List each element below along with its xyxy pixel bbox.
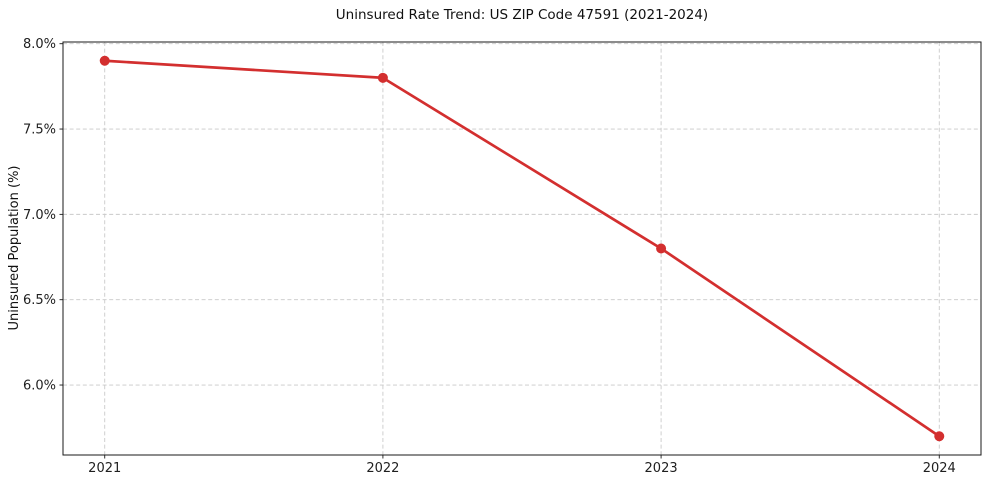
trend-line <box>103 59 941 438</box>
data-point-2023 <box>656 243 667 254</box>
data-point-2024 <box>934 431 945 442</box>
data-point-2021 <box>99 55 110 66</box>
y-tick-label: 8.0% <box>23 37 56 52</box>
y-tick-label: 6.0% <box>23 379 56 394</box>
y-tick-label: 6.5% <box>23 293 56 308</box>
chart-title: Uninsured Rate Trend: US ZIP Code 47591 … <box>335 7 709 23</box>
x-tick-label: 2024 <box>923 461 956 476</box>
plot-border <box>62 41 982 456</box>
y-tick-label: 7.5% <box>23 123 56 138</box>
y-tick-label: 7.0% <box>23 208 56 223</box>
data-point-2022 <box>377 72 388 83</box>
x-tick-label: 2023 <box>645 461 678 476</box>
x-tick-label: 2021 <box>88 461 121 476</box>
x-tick-label: 2022 <box>366 461 399 476</box>
